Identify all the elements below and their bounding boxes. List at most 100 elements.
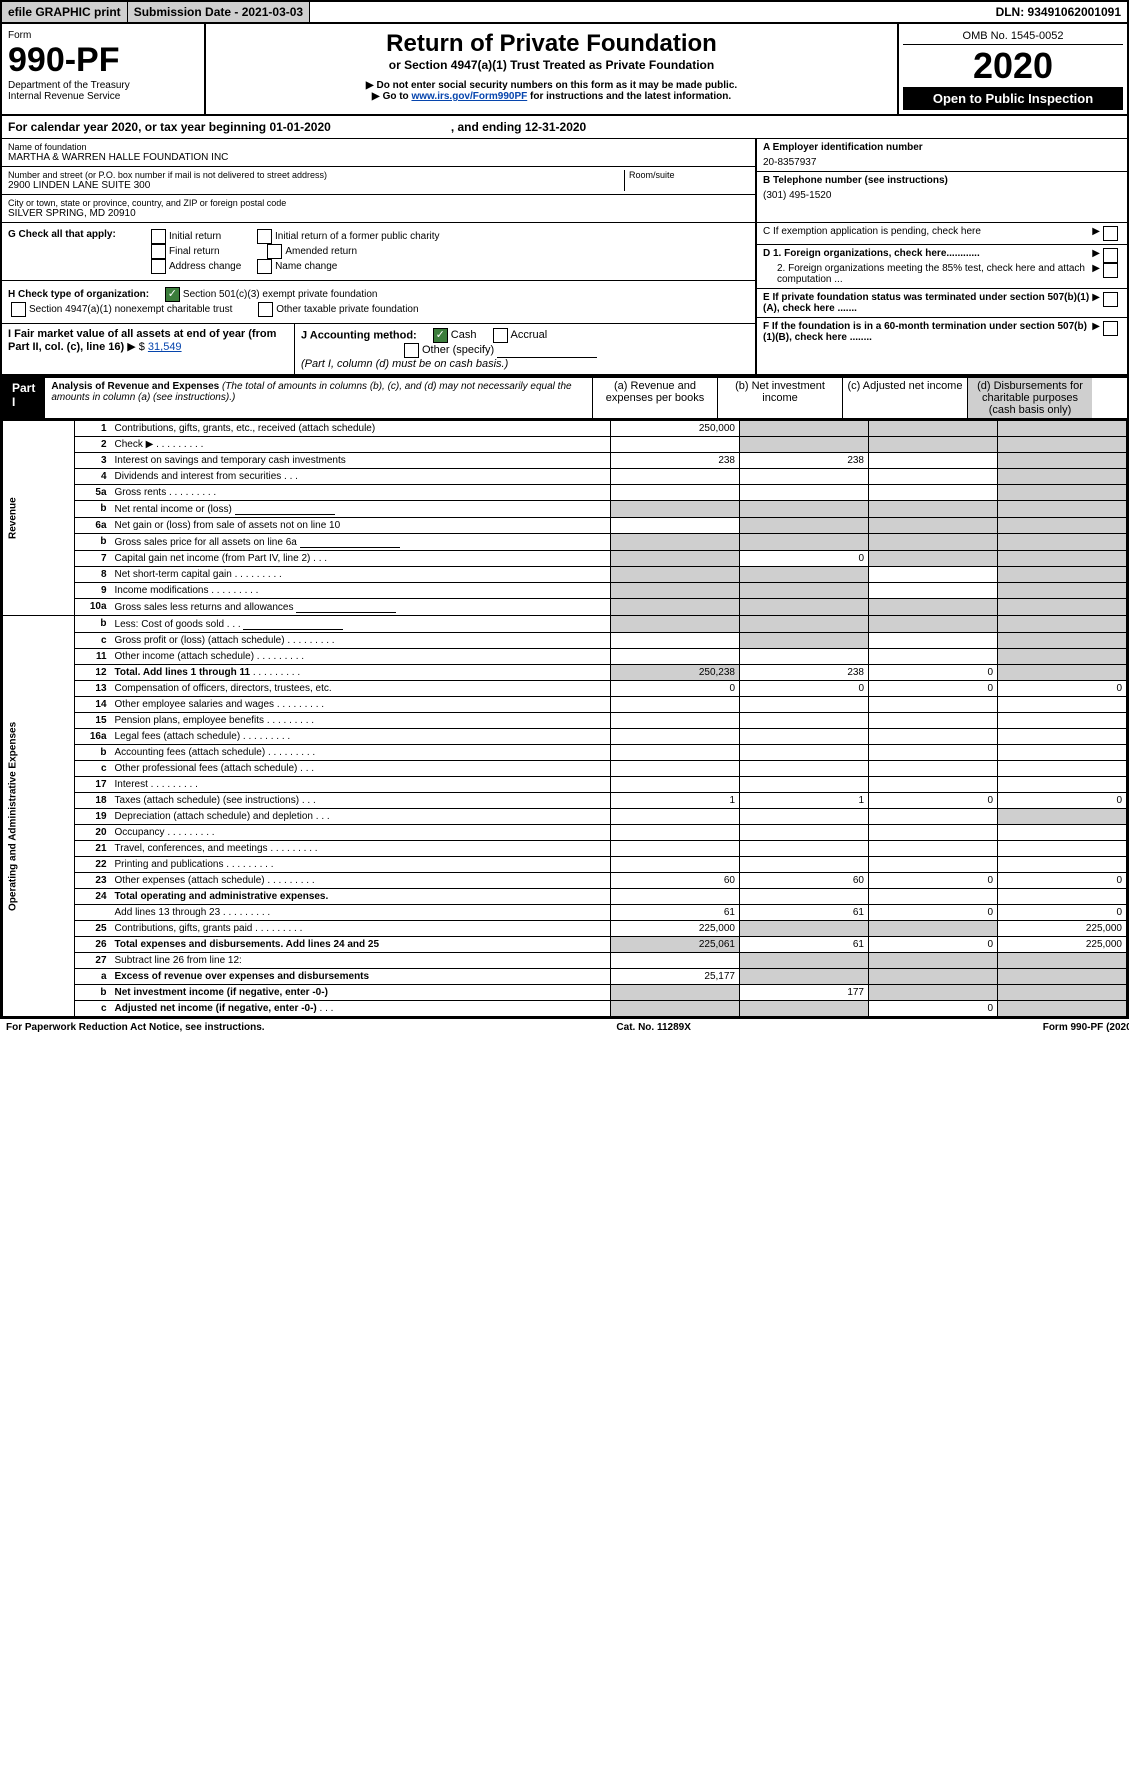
table-row: 25Contributions, gifts, grants paid225,0… xyxy=(3,921,1127,937)
col-b: (b) Net investment income xyxy=(717,378,842,418)
J-note: (Part I, column (d) must be on cash basi… xyxy=(301,358,508,370)
chk-501c3[interactable] xyxy=(165,287,180,302)
calendar-year: For calendar year 2020, or tax year begi… xyxy=(2,116,1127,139)
foundation-name: MARTHA & WARREN HALLE FOUNDATION INC xyxy=(8,152,749,163)
label-F: F If the foundation is in a 60-month ter… xyxy=(763,321,1092,343)
label-E: E If private foundation status was termi… xyxy=(763,292,1092,314)
chk-other[interactable] xyxy=(404,343,419,358)
form-header: Form 990-PF Department of the Treasury I… xyxy=(2,24,1127,116)
chk-final[interactable] xyxy=(151,244,166,259)
table-row: 27Subtract line 26 from line 12: xyxy=(3,953,1127,969)
expenses-section: Operating and Administrative Expenses xyxy=(3,616,75,1017)
table-row: Add lines 13 through 23616100 xyxy=(3,905,1127,921)
check-section: G Check all that apply: Initial return I… xyxy=(2,223,1127,376)
main-table: Revenue1Contributions, gifts, grants, et… xyxy=(2,420,1127,1017)
table-row: 16aLegal fees (attach schedule) xyxy=(3,729,1127,745)
table-row: 9Income modifications xyxy=(3,583,1127,599)
table-row: 11Other income (attach schedule) xyxy=(3,649,1127,665)
entity-info: Name of foundationMARTHA & WARREN HALLE … xyxy=(2,139,1127,223)
irs-url-link[interactable]: www.irs.gov/Form990PF xyxy=(411,91,527,102)
col-d: (d) Disbursements for charitable purpose… xyxy=(967,378,1092,418)
label-D2: 2. Foreign organizations meeting the 85%… xyxy=(777,263,1092,285)
chk-4947[interactable] xyxy=(11,302,26,317)
chk-address[interactable] xyxy=(151,259,166,274)
chk-cash[interactable] xyxy=(433,328,448,343)
omb: OMB No. 1545-0052 xyxy=(903,28,1123,45)
chk-D1[interactable] xyxy=(1103,248,1118,263)
table-row: cAdjusted net income (if negative, enter… xyxy=(3,1001,1127,1017)
J-label: J Accounting method: xyxy=(301,329,417,341)
addr-label: Number and street (or P.O. box number if… xyxy=(8,170,624,180)
table-row: 5aGross rents xyxy=(3,485,1127,501)
addr: 2900 LINDEN LANE SUITE 300 xyxy=(8,180,624,191)
footer-left: For Paperwork Reduction Act Notice, see … xyxy=(6,1022,265,1033)
form-number: 990-PF xyxy=(8,41,198,80)
chk-D2[interactable] xyxy=(1103,263,1118,278)
irs: Internal Revenue Service xyxy=(8,91,198,102)
table-row: 4Dividends and interest from securities xyxy=(3,469,1127,485)
dept: Department of the Treasury xyxy=(8,80,198,91)
I-label: I Fair market value of all assets at end… xyxy=(8,328,276,353)
table-row: cGross profit or (loss) (attach schedule… xyxy=(3,633,1127,649)
table-row: 24Total operating and administrative exp… xyxy=(3,889,1127,905)
label-B: B Telephone number (see instructions) xyxy=(763,175,948,186)
room-label: Room/suite xyxy=(629,170,749,180)
table-row: bNet investment income (if negative, ent… xyxy=(3,985,1127,1001)
label-D1: D 1. Foreign organizations, check here..… xyxy=(763,248,1092,263)
table-row: 26Total expenses and disbursements. Add … xyxy=(3,937,1127,953)
part1-header: Part I Analysis of Revenue and Expenses … xyxy=(2,376,1127,420)
efile-label: efile GRAPHIC print xyxy=(2,2,128,22)
top-bar: efile GRAPHIC print Submission Date - 20… xyxy=(2,2,1127,24)
table-row: 17Interest xyxy=(3,777,1127,793)
note-url: Go to www.irs.gov/Form990PF for instruct… xyxy=(212,91,891,102)
label-A: A Employer identification number xyxy=(763,142,923,153)
G-label: G Check all that apply: xyxy=(8,229,148,274)
table-row: bGross sales price for all assets on lin… xyxy=(3,534,1127,551)
table-row: 2Check ▶ xyxy=(3,437,1127,453)
submission-date: Submission Date - 2021-03-03 xyxy=(128,2,310,22)
table-row: 23Other expenses (attach schedule)606000 xyxy=(3,873,1127,889)
tax-year: 2020 xyxy=(903,45,1123,87)
table-row: 19Depreciation (attach schedule) and dep… xyxy=(3,809,1127,825)
I-value: 31,549 xyxy=(148,341,182,353)
chk-F[interactable] xyxy=(1103,321,1118,336)
table-row: 8Net short-term capital gain xyxy=(3,567,1127,583)
part1-badge: Part I xyxy=(2,378,45,418)
table-row: bAccounting fees (attach schedule) xyxy=(3,745,1127,761)
ein: 20-8357937 xyxy=(763,157,1121,168)
chk-initial-public[interactable] xyxy=(257,229,272,244)
chk-name[interactable] xyxy=(257,259,272,274)
table-row: Revenue1Contributions, gifts, grants, et… xyxy=(3,421,1127,437)
chk-E[interactable] xyxy=(1103,292,1118,307)
table-row: 14Other employee salaries and wages xyxy=(3,697,1127,713)
name-label: Name of foundation xyxy=(8,142,749,152)
table-row: 20Occupancy xyxy=(3,825,1127,841)
table-row: 6aNet gain or (loss) from sale of assets… xyxy=(3,518,1127,534)
table-row: 15Pension plans, employee benefits xyxy=(3,713,1127,729)
phone: (301) 495-1520 xyxy=(763,190,1121,201)
chk-initial[interactable] xyxy=(151,229,166,244)
form-label: Form xyxy=(8,30,198,41)
table-row: 18Taxes (attach schedule) (see instructi… xyxy=(3,793,1127,809)
chk-accrual[interactable] xyxy=(493,328,508,343)
revenue-section: Revenue xyxy=(3,421,75,616)
city-label: City or town, state or province, country… xyxy=(8,198,749,208)
table-row: 7Capital gain net income (from Part IV, … xyxy=(3,551,1127,567)
open-public: Open to Public Inspection xyxy=(903,87,1123,110)
table-row: 13Compensation of officers, directors, t… xyxy=(3,681,1127,697)
city: SILVER SPRING, MD 20910 xyxy=(8,208,749,219)
chk-amended[interactable] xyxy=(267,244,282,259)
label-C: C If exemption application is pending, c… xyxy=(763,226,1092,241)
table-row: 3Interest on savings and temporary cash … xyxy=(3,453,1127,469)
footer-mid: Cat. No. 11289X xyxy=(616,1022,690,1033)
chk-C[interactable] xyxy=(1103,226,1118,241)
table-row: cOther professional fees (attach schedul… xyxy=(3,761,1127,777)
table-row: bNet rental income or (loss) xyxy=(3,501,1127,518)
table-row: 10aGross sales less returns and allowanc… xyxy=(3,599,1127,616)
note-ssn: Do not enter social security numbers on … xyxy=(212,80,891,91)
chk-other-tax[interactable] xyxy=(258,302,273,317)
table-row: 21Travel, conferences, and meetings xyxy=(3,841,1127,857)
dln: DLN: 93491062001091 xyxy=(990,2,1127,22)
form-title: Return of Private Foundation xyxy=(212,30,891,58)
table-row: aExcess of revenue over expenses and dis… xyxy=(3,969,1127,985)
